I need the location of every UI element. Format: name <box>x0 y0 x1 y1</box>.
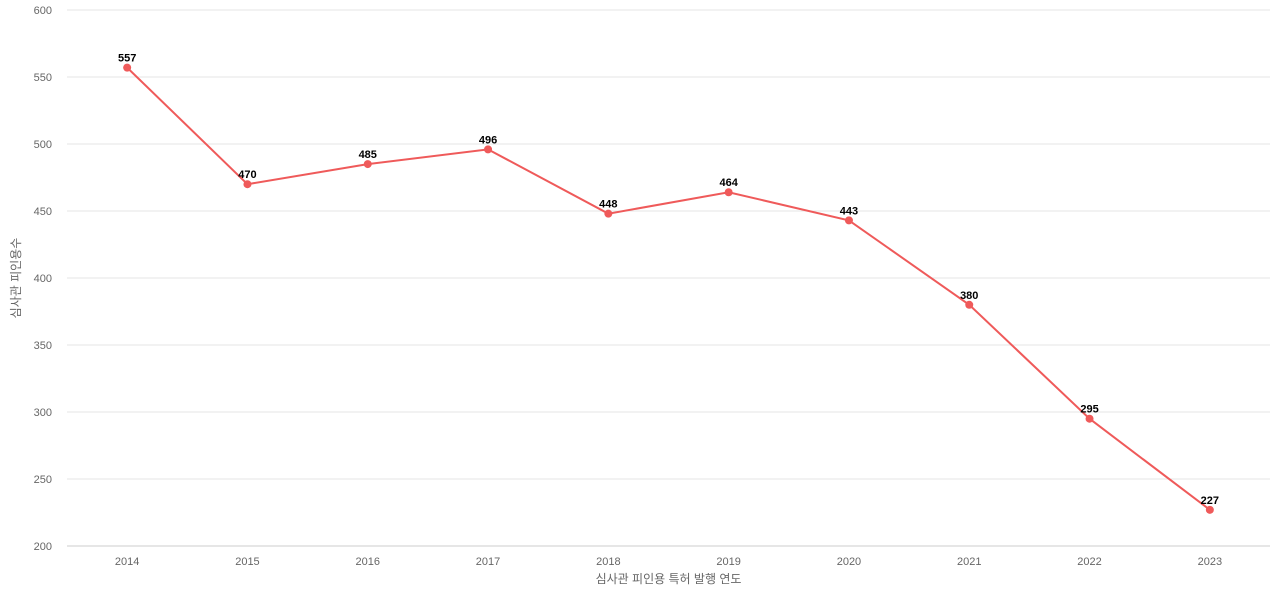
series-line <box>126 66 1211 511</box>
data-label: 295 <box>1080 404 1098 416</box>
data-point[interactable] <box>604 209 613 218</box>
y-tick-label: 500 <box>34 139 52 151</box>
grid <box>67 9 1270 547</box>
data-point[interactable] <box>123 63 132 72</box>
data-point[interactable] <box>965 300 974 309</box>
x-axis-title: 심사관 피인용 특허 발행 연도 <box>596 571 742 586</box>
y-axis-title: 심사관 피인용수 <box>9 238 23 319</box>
data-point[interactable] <box>1085 414 1094 423</box>
data-label: 380 <box>960 290 978 302</box>
data-point[interactable] <box>724 188 733 197</box>
data-label: 470 <box>238 169 256 181</box>
data-labels: 557 470 485 496 448 464 443 380 295 227 <box>118 53 1219 507</box>
y-tick-label: 400 <box>34 273 52 285</box>
y-tick-label: 300 <box>34 407 52 419</box>
x-tick-label: 2023 <box>1198 556 1222 568</box>
data-label: 443 <box>840 205 858 217</box>
data-point[interactable] <box>844 216 853 225</box>
data-label: 557 <box>118 53 136 65</box>
data-point[interactable] <box>243 180 252 189</box>
y-tick-label: 550 <box>34 72 52 84</box>
y-tick-label: 350 <box>34 340 52 352</box>
data-label: 464 <box>719 177 738 189</box>
data-label: 496 <box>479 134 497 146</box>
x-tick-label: 2020 <box>837 556 861 568</box>
x-tick-label: 2022 <box>1077 556 1101 568</box>
y-axis-ticks: 200 250 300 350 400 450 500 550 600 <box>34 5 52 553</box>
x-tick-label: 2018 <box>596 556 620 568</box>
data-label: 448 <box>599 199 617 211</box>
x-tick-label: 2014 <box>115 556 139 568</box>
y-tick-label: 450 <box>34 206 52 218</box>
x-tick-label: 2016 <box>356 556 380 568</box>
data-point[interactable] <box>1205 505 1214 514</box>
data-label: 227 <box>1201 495 1219 507</box>
y-tick-label: 600 <box>34 5 52 17</box>
data-label: 485 <box>359 149 377 161</box>
y-tick-label: 200 <box>34 541 52 553</box>
x-tick-label: 2017 <box>476 556 500 568</box>
x-tick-label: 2015 <box>235 556 259 568</box>
series <box>123 63 1214 514</box>
x-axis-ticks: 2014 2015 2016 2017 2018 2019 2020 2021 2022 2023 <box>115 556 1222 568</box>
y-tick-label: 250 <box>34 474 52 486</box>
data-point[interactable] <box>363 160 372 169</box>
x-tick-label: 2021 <box>957 556 981 568</box>
data-point[interactable] <box>484 145 493 154</box>
x-tick-label: 2019 <box>716 556 740 568</box>
